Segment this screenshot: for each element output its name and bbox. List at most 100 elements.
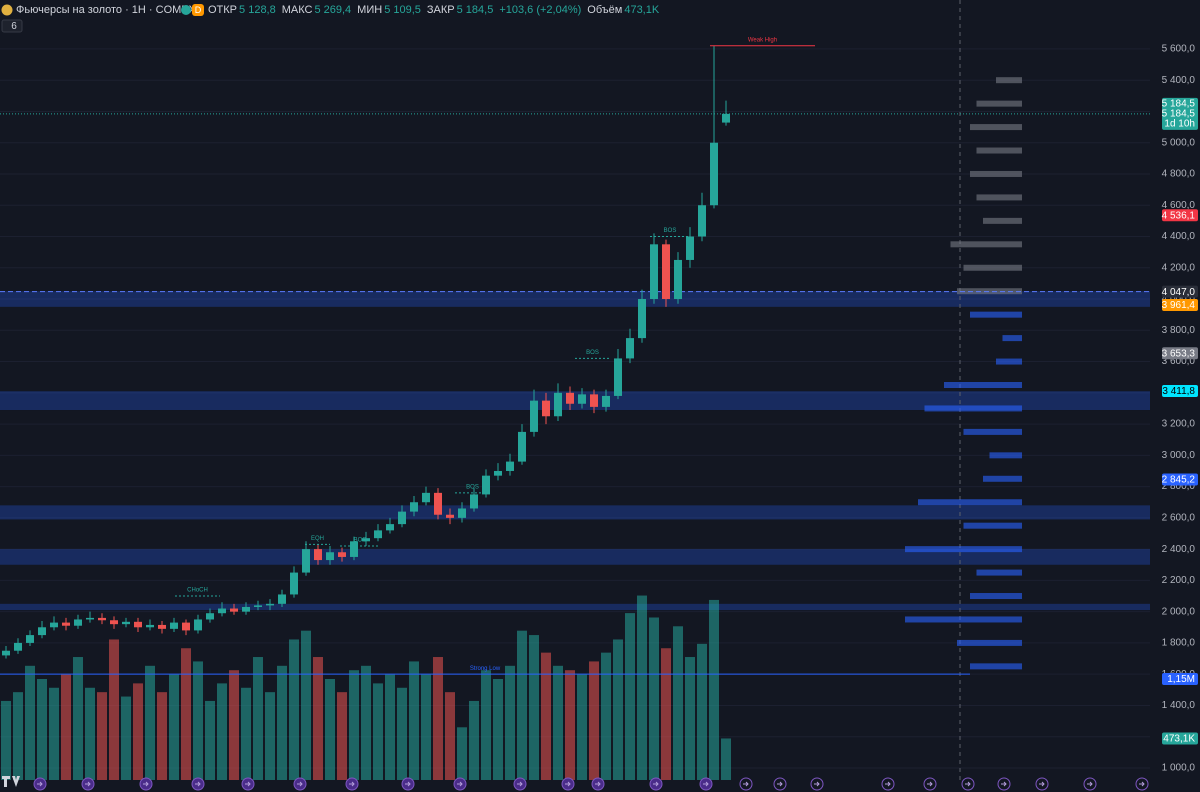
y-tick-label: 2 800,0 — [1162, 481, 1196, 492]
candle-body — [614, 358, 622, 396]
candle-body — [266, 603, 274, 606]
volume-bar — [325, 678, 335, 780]
candle-body — [170, 622, 178, 629]
volume-bar — [457, 727, 467, 780]
volume-bar — [217, 683, 227, 780]
volume-bar — [301, 630, 311, 780]
volume-bar — [73, 657, 83, 780]
event-icon-arrow — [1139, 781, 1145, 787]
candle-body — [662, 244, 670, 300]
volume-bar — [349, 670, 359, 780]
candle-body — [134, 621, 142, 628]
candle-body — [338, 552, 346, 557]
volume-bar — [565, 670, 575, 780]
event-icon-arrow — [1039, 781, 1045, 787]
symbol-icon — [1, 4, 13, 16]
y-tick-label: 5 400,0 — [1162, 75, 1196, 86]
zone — [0, 603, 1150, 611]
volume-bar — [157, 692, 167, 780]
candle-body — [590, 394, 598, 407]
annotation-label: EQH — [311, 536, 324, 542]
candle-body — [554, 392, 562, 417]
countdown-label: 1d 10h — [1164, 119, 1195, 130]
event-icon-arrow — [37, 781, 43, 787]
volume-bar — [649, 617, 659, 780]
volume-bar — [109, 639, 119, 780]
event-icon-arrow — [814, 781, 820, 787]
profile-bar — [976, 569, 1022, 576]
volume-bar — [313, 657, 323, 780]
profile-bar — [970, 124, 1022, 131]
volume-bar — [205, 700, 215, 780]
candle-body — [434, 492, 442, 515]
volume-label: Объём — [587, 4, 622, 16]
volume-value: 473,1K — [624, 4, 660, 16]
candle-body — [398, 511, 406, 525]
y-tick-label: 4 800,0 — [1162, 169, 1196, 180]
candle-body — [278, 594, 286, 604]
candle-body — [50, 622, 58, 628]
profile-bar — [944, 381, 1022, 388]
y-tick-label: 1 400,0 — [1162, 700, 1196, 711]
annotation-label: BOS — [354, 538, 367, 544]
volume-bar — [265, 692, 275, 780]
volume-bar — [445, 692, 455, 780]
annotation-label: CHoCH — [187, 588, 208, 594]
volume-bar — [661, 648, 671, 780]
price-badge — [1162, 347, 1198, 360]
stat-value: 5 269,4 — [314, 4, 351, 16]
candle-body — [374, 530, 382, 539]
volume-bar — [721, 738, 731, 780]
profile-bar — [996, 358, 1022, 365]
volume-bar — [37, 678, 47, 780]
candle-body — [362, 538, 370, 542]
volume-bar — [589, 661, 599, 780]
volume-bar — [397, 687, 407, 780]
event-icon-arrow — [85, 781, 91, 787]
indicator-count: 6 — [11, 21, 17, 32]
volume-bar — [121, 696, 131, 780]
event-icon-arrow — [595, 781, 601, 787]
annotation-label: BOS — [664, 228, 677, 234]
last-price-label: 5 184,5 — [1162, 99, 1196, 110]
y-tick-label: 3 600,0 — [1162, 356, 1196, 367]
profile-bar — [970, 170, 1022, 177]
profile-bar — [957, 288, 1022, 295]
candle-body — [158, 624, 166, 629]
event-icon-arrow — [143, 781, 149, 787]
candle-body — [494, 470, 502, 476]
volume-bar — [697, 643, 707, 780]
profile-bar — [983, 475, 1022, 482]
zone — [0, 505, 1150, 520]
volume-bar — [385, 674, 395, 780]
candle-body — [350, 541, 358, 557]
event-icon-arrow — [405, 781, 411, 787]
candle-body — [422, 492, 430, 503]
candle-body — [386, 524, 394, 531]
candle-body — [2, 650, 10, 656]
volume-bar — [169, 674, 179, 780]
volume-bar — [61, 674, 71, 780]
volume-bar — [709, 599, 719, 780]
volume-bar — [133, 683, 143, 780]
symbol-price-label: 5 184,5 — [1162, 109, 1196, 120]
y-tick-label: 5 000,0 — [1162, 137, 1196, 148]
interval-badge-text: D — [195, 5, 202, 15]
indicators-toggle[interactable] — [1, 19, 23, 33]
volume-bar — [673, 626, 683, 780]
event-icon-arrow — [777, 781, 783, 787]
data-layer — [0, 45, 1150, 780]
volume-bar — [637, 595, 647, 780]
y-tick-label: 2 400,0 — [1162, 544, 1196, 555]
candle-body — [542, 400, 550, 417]
volume-bar — [409, 661, 419, 780]
overlay-layer: Фьючерсы на золото · 1H · COMEX D 6 ОТКР… — [1, 4, 1198, 791]
event-icon-arrow — [653, 781, 659, 787]
volume-badge-label: 1,15M — [1167, 674, 1195, 685]
candle-body — [506, 461, 514, 471]
profile-bar — [950, 241, 1022, 248]
interval-badge — [192, 4, 204, 16]
y-tick-label: 4 200,0 — [1162, 262, 1196, 273]
candle-body — [302, 549, 310, 573]
